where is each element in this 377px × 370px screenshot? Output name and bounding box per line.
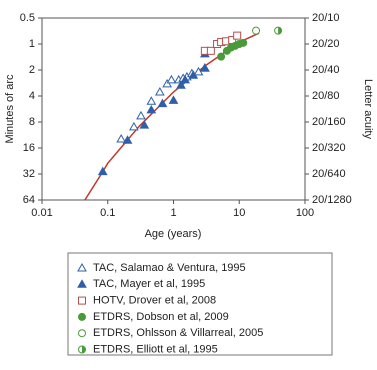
marker-shape — [200, 63, 210, 72]
x-tick-label: 100 — [296, 207, 314, 219]
marker-shape — [180, 74, 190, 84]
data-point — [176, 80, 186, 89]
y-tick-label: 8 — [29, 116, 35, 128]
y-axis-label: Minutes of arc — [4, 74, 16, 144]
y2-tick-label: 20/640 — [312, 168, 346, 180]
marker-shape — [176, 80, 186, 89]
legend-label: TAC, Salamao & Ventura, 1995 — [93, 262, 246, 274]
marker-shape — [154, 87, 165, 96]
legend-marker — [77, 279, 87, 288]
marker-shape — [168, 95, 179, 104]
data-point — [166, 74, 177, 84]
x-tick-label: 1 — [170, 207, 176, 219]
marker-shape — [206, 46, 215, 55]
y-tick-label: 32 — [23, 168, 35, 180]
marker-shape — [188, 70, 199, 79]
marker-shape — [239, 38, 248, 47]
legend-marker — [78, 345, 86, 354]
y2-tick-label: 20/10 — [312, 12, 340, 24]
data-point — [146, 104, 157, 114]
legend-marker — [78, 312, 86, 321]
data-point — [129, 121, 139, 131]
legend-marker — [77, 262, 87, 272]
marker-half — [278, 27, 282, 35]
data-point — [233, 31, 242, 40]
marker-shape — [77, 262, 87, 272]
marker-shape — [77, 279, 87, 288]
y-tick-label: 2 — [29, 64, 35, 76]
data-point — [136, 110, 146, 120]
y2-tick-label: 20/160 — [312, 116, 346, 128]
data-point — [252, 26, 261, 35]
marker-shape — [252, 26, 261, 35]
data-point — [200, 63, 210, 72]
legend-label: ETDRS, Dobson et al, 2009 — [93, 311, 229, 323]
y2-tick-label: 20/1280 — [312, 194, 352, 206]
legend-marker — [78, 296, 86, 305]
marker-shape — [129, 121, 139, 131]
y2-tick-label: 20/20 — [312, 38, 340, 50]
fit-curve — [84, 32, 260, 200]
y-tick-label: 16 — [23, 142, 35, 154]
data-point — [162, 78, 172, 88]
data-point — [206, 46, 215, 55]
x-tick-label: 10 — [233, 207, 245, 219]
marker-shape — [162, 78, 172, 88]
plot-frame — [41, 17, 306, 201]
data-point — [188, 70, 199, 79]
data-point — [116, 134, 127, 143]
data-point — [217, 52, 226, 61]
y2-tick-label: 20/320 — [312, 142, 346, 154]
marker-shape — [217, 52, 226, 61]
marker-shape — [116, 134, 127, 143]
x-tick-label: 0.01 — [31, 207, 52, 219]
y2-tick-label: 20/40 — [312, 64, 340, 76]
data-point — [239, 38, 248, 47]
data-point — [154, 87, 165, 96]
marker-shape — [97, 166, 108, 176]
x-tick-label: 0.1 — [100, 207, 115, 219]
y-tick-label: 4 — [29, 90, 35, 102]
legend-label: ETDRS, Ohlsson & Villarreal, 2005 — [93, 327, 263, 339]
y2-tick-label: 20/80 — [312, 90, 340, 102]
marker-shape — [146, 96, 157, 105]
marker-shape — [136, 110, 146, 120]
data-point — [168, 95, 179, 104]
data-point — [139, 120, 150, 129]
legend-label: TAC, Mayer et al, 1995 — [93, 278, 205, 290]
data-point — [122, 135, 133, 144]
y-tick-label: 64 — [23, 194, 35, 206]
marker-shape — [139, 120, 150, 129]
marker-shape — [122, 135, 133, 144]
marker-half — [82, 346, 86, 353]
x-axis-label: Age (years) — [145, 228, 202, 240]
marker-shape — [157, 98, 168, 108]
marker-shape — [166, 74, 177, 84]
marker-shape — [78, 329, 86, 338]
marker-shape — [146, 104, 157, 114]
legend-box — [67, 252, 333, 356]
legend-label: HOTV, Drover et al, 2008 — [93, 295, 216, 307]
data-point — [274, 26, 283, 35]
marker-shape — [78, 296, 86, 305]
y2-axis-label: Letter acuity — [362, 79, 374, 139]
data-point — [157, 98, 168, 108]
marker-shape — [78, 312, 86, 321]
y-tick-label: 1 — [29, 38, 35, 50]
legend-marker — [78, 329, 86, 338]
y-tick-label: 0.5 — [20, 12, 35, 24]
data-point — [97, 166, 108, 176]
data-point — [180, 74, 190, 84]
data-point — [146, 96, 157, 105]
legend-label: ETDRS, Elliott et al, 1995 — [93, 343, 218, 355]
marker-shape — [233, 31, 242, 40]
